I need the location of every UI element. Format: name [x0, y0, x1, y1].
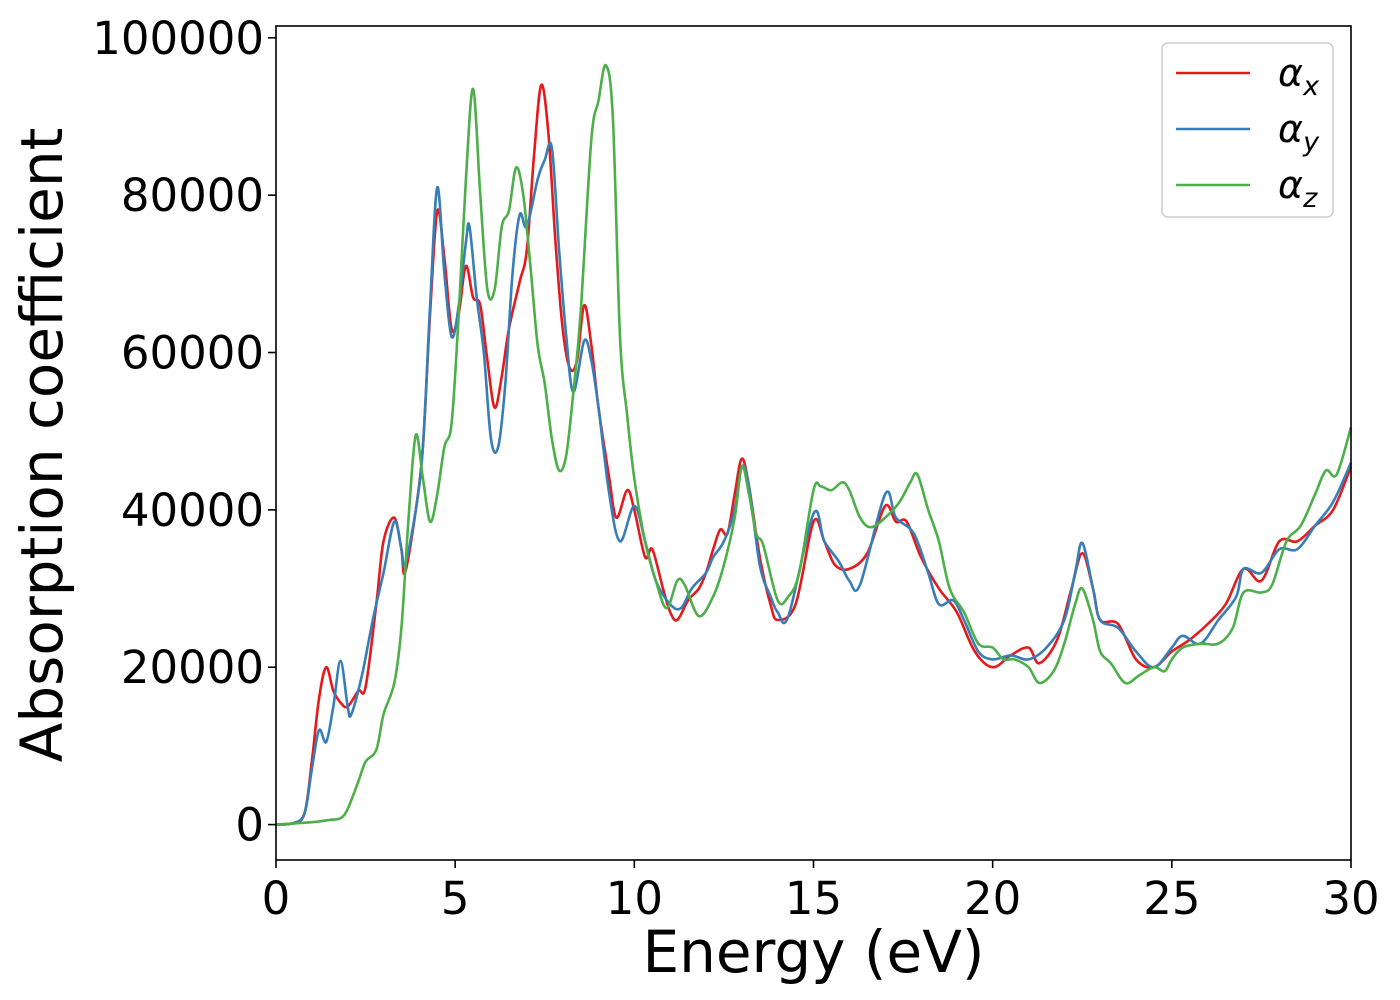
y-tick-label: 60000 — [121, 327, 264, 380]
series-line-alpha-y — [275, 141, 1353, 826]
x-tick-label: 25 — [1143, 872, 1200, 925]
series-layer — [275, 63, 1353, 826]
y-tick-label: 20000 — [121, 641, 264, 694]
x-axis-label: Energy (eV) — [642, 918, 984, 986]
x-tick-label: 15 — [785, 872, 842, 925]
y-tick-label: 100000 — [92, 12, 264, 65]
x-tick-label: 0 — [262, 872, 291, 925]
y-axis-label: Absorption coefficient — [8, 128, 76, 763]
x-tick-label: 30 — [1322, 872, 1379, 925]
y-tick-label: 0 — [235, 799, 264, 852]
x-tick-label: 20 — [964, 872, 1021, 925]
series-line-alpha-z — [275, 63, 1353, 826]
x-tick-label: 10 — [606, 872, 663, 925]
x-tick-label: 5 — [441, 872, 470, 925]
y-axis: 0 20000 40000 60000 80000 100000 — [92, 12, 276, 852]
y-tick-label: 80000 — [121, 169, 264, 222]
y-tick-label: 40000 — [121, 484, 264, 537]
x-axis: 0 5 10 15 20 25 30 — [262, 860, 1380, 925]
